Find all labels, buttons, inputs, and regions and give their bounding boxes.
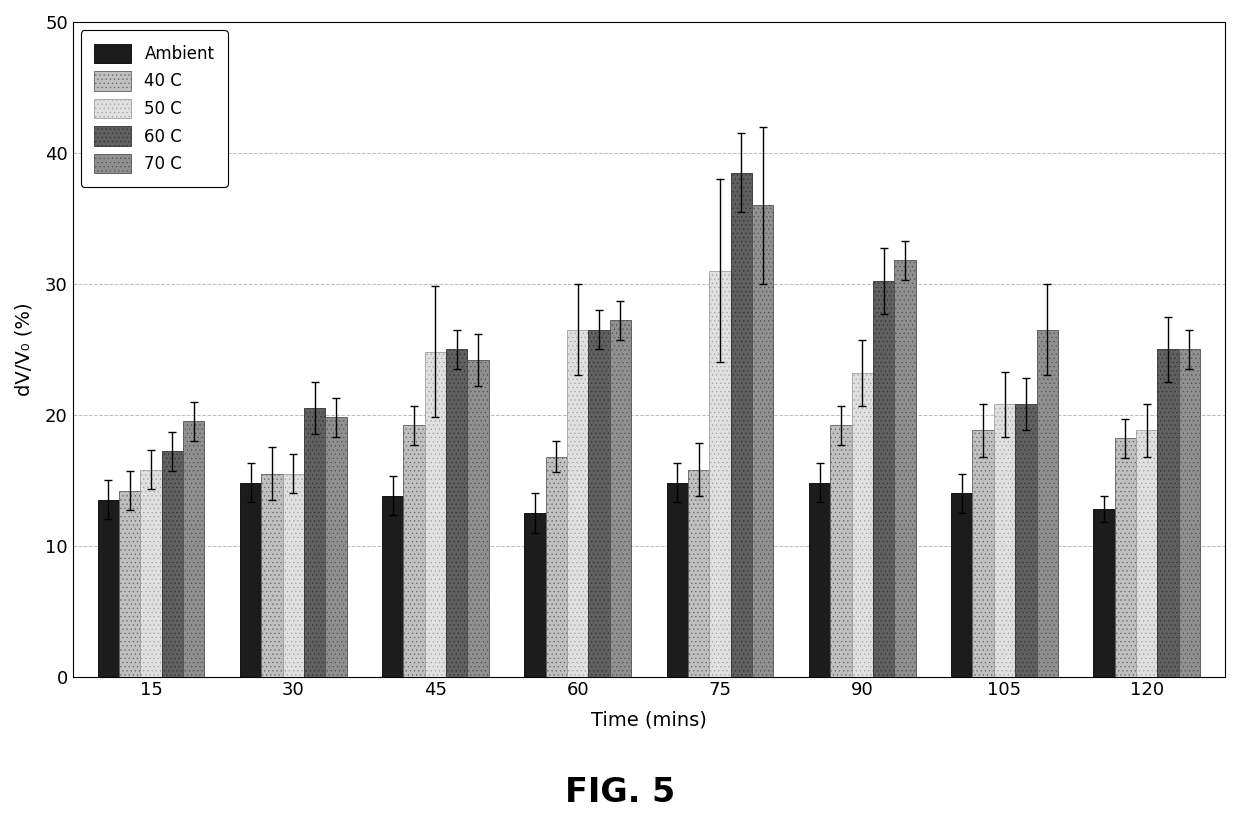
Bar [730, 172, 751, 676]
Bar [467, 360, 489, 676]
Bar [831, 425, 852, 676]
Bar [1157, 349, 1179, 676]
Bar [161, 451, 184, 676]
Bar [610, 320, 631, 676]
Bar [1016, 404, 1037, 676]
Bar [993, 404, 1016, 676]
Bar [98, 500, 119, 676]
Bar [951, 493, 972, 676]
Legend: Ambient, 40 C, 50 C, 60 C, 70 C: Ambient, 40 C, 50 C, 60 C, 70 C [81, 31, 228, 186]
Bar [1115, 438, 1136, 676]
Bar [709, 271, 730, 676]
Bar [1179, 349, 1200, 676]
Bar [751, 205, 774, 676]
Bar [304, 408, 325, 676]
Bar [283, 474, 304, 676]
Bar [667, 483, 688, 676]
Bar [1094, 509, 1115, 676]
Text: FIG. 5: FIG. 5 [565, 776, 675, 808]
Bar [119, 491, 140, 676]
Bar [382, 496, 403, 676]
X-axis label: Time (mins): Time (mins) [591, 710, 707, 729]
Bar [873, 281, 894, 676]
Bar [808, 483, 831, 676]
Bar [262, 474, 283, 676]
Bar [446, 349, 467, 676]
Bar [546, 456, 567, 676]
Bar [140, 469, 161, 676]
Bar [525, 513, 546, 676]
Bar [589, 330, 610, 676]
Bar [425, 352, 446, 676]
Bar [972, 431, 993, 676]
Bar [852, 373, 873, 676]
Bar [894, 260, 915, 676]
Bar [1136, 431, 1157, 676]
Bar [403, 425, 425, 676]
Bar [1037, 330, 1058, 676]
Bar [567, 330, 589, 676]
Bar [325, 417, 346, 676]
Bar [184, 422, 205, 676]
Y-axis label: dV/V₀ (%): dV/V₀ (%) [15, 303, 33, 396]
Bar [688, 469, 709, 676]
Bar [239, 483, 262, 676]
